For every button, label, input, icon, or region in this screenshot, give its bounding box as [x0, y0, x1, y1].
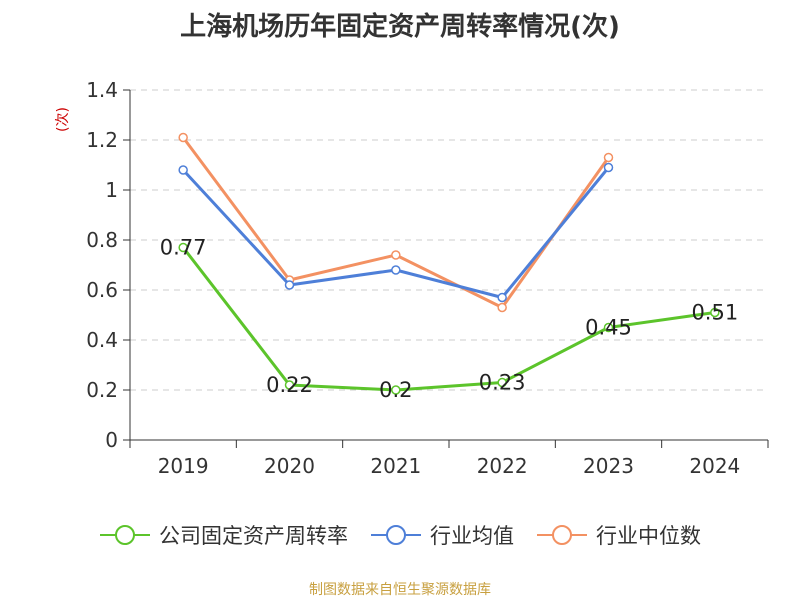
data-point: [178, 165, 188, 175]
data-point: [178, 132, 188, 143]
data-point: [178, 242, 188, 253]
y-tick-label: 1: [105, 178, 118, 202]
y-tick-label: 1.4: [86, 78, 118, 102]
data-label: 0.77: [160, 236, 207, 260]
y-tick-label: 0.2: [86, 378, 118, 402]
data-point: [603, 162, 614, 173]
legend-marker: [386, 525, 406, 545]
data-point: [391, 385, 401, 395]
legend-item: 公司固定资产周转率: [99, 520, 348, 550]
data-source-note: 制图数据来自恒生聚源数据库: [309, 582, 491, 598]
data-label: 0.2: [379, 378, 412, 402]
chart-title: 上海机场历年固定资产周转率情况(次): [180, 12, 620, 42]
y-tick-label: 0.6: [86, 278, 118, 302]
data-point: [391, 250, 401, 260]
legend: 公司固定资产周转率 行业均值 行业中位数: [0, 520, 800, 550]
legend-item: 行业均值: [370, 520, 514, 550]
data-point: [603, 152, 614, 163]
x-tick-label: 2020: [264, 454, 315, 478]
y-tick-label: 1.2: [86, 128, 118, 152]
x-tick-label: 2022: [477, 454, 528, 478]
legend-item: 行业中位数: [536, 520, 701, 550]
x-tick-label: 2023: [583, 454, 634, 478]
y-tick-label: 0: [105, 428, 118, 452]
data-point: [497, 292, 507, 303]
data-point: [284, 280, 295, 290]
x-tick-label: 2021: [370, 454, 421, 478]
y-tick-label: 0.4: [86, 328, 118, 352]
x-tick-label: 2024: [689, 454, 740, 478]
legend-label: 公司固定资产周转率: [159, 524, 348, 548]
legend-marker: [115, 525, 135, 545]
legend-marker: [552, 525, 572, 545]
series-line: [182, 166, 610, 299]
legend-label: 行业中位数: [596, 524, 701, 548]
data-label: 0.22: [266, 373, 313, 397]
y-tick-label: 0.8: [86, 228, 118, 252]
data-point: [497, 302, 507, 313]
legend-swatch: [537, 525, 587, 545]
data-point: [603, 322, 614, 333]
data-point: [710, 307, 720, 318]
data-point: [391, 265, 401, 275]
data-label: 0.23: [479, 371, 526, 395]
x-tick-label: 2019: [158, 454, 209, 478]
series-line: [181, 136, 610, 309]
data-point: [497, 377, 507, 388]
legend-swatch: [100, 525, 150, 545]
data-label: 0.45: [585, 316, 632, 340]
data-label: 0.51: [691, 301, 738, 325]
data-point: [284, 380, 295, 390]
legend-label: 行业均值: [430, 524, 514, 548]
legend-swatch: [371, 525, 421, 545]
series-line: [181, 246, 716, 392]
